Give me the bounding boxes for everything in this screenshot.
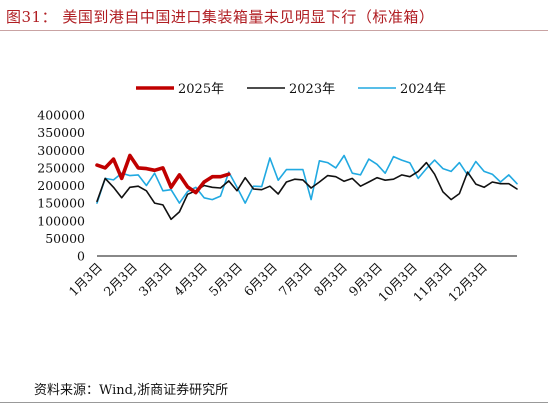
y-tick-label: 0 bbox=[77, 249, 85, 264]
legend-label: 2023年 bbox=[289, 82, 335, 97]
x-tick-label: 3月3日 bbox=[136, 260, 176, 300]
line-chart: 0 50000 100000 150000 200000 250000 300000 3500… bbox=[37, 82, 518, 305]
x-tick-label: 6月3日 bbox=[241, 260, 281, 300]
x-tick-label: 8月3日 bbox=[311, 260, 351, 300]
series-lines bbox=[95, 153, 518, 221]
y-tick-label: 150000 bbox=[37, 196, 85, 211]
series-line bbox=[95, 153, 231, 195]
y-tick-label: 300000 bbox=[37, 143, 85, 158]
y-tick-label: 50000 bbox=[45, 231, 85, 246]
x-tick-label: 2月3日 bbox=[101, 260, 141, 300]
x-tick-label: 5月3日 bbox=[206, 260, 246, 300]
x-tick-label: 1月3日 bbox=[66, 260, 106, 300]
series-line bbox=[96, 161, 518, 221]
title-divider bbox=[0, 30, 548, 31]
legend-label: 2024年 bbox=[400, 82, 446, 97]
x-axis: 1月3日2月3日3月3日4月3日5月3日6月3日7月3日8月3日9月3日10月3… bbox=[66, 255, 517, 305]
x-tick-label: 12月3日 bbox=[445, 260, 490, 305]
y-tick-label: 350000 bbox=[37, 125, 85, 140]
y-tick-label: 400000 bbox=[37, 108, 85, 123]
y-tick-label: 100000 bbox=[37, 213, 85, 228]
source-note: 资料来源：Wind,浙商证券研究所 bbox=[34, 383, 229, 398]
x-tick-label: 7月3日 bbox=[276, 260, 316, 300]
y-axis-ticks: 0 50000 100000 150000 200000 250000 300000 3500… bbox=[37, 108, 85, 264]
x-tick-label: 4月3日 bbox=[171, 260, 211, 300]
y-tick-label: 250000 bbox=[37, 160, 85, 175]
figure-title: 图31： 美国到港自中国进口集装箱量未见明显下行（标准箱） bbox=[6, 8, 435, 26]
series-line bbox=[96, 154, 518, 204]
y-tick-label: 200000 bbox=[37, 178, 85, 193]
legend: 2025年 2023年 2024年 bbox=[136, 82, 446, 97]
legend-label: 2025年 bbox=[178, 82, 224, 97]
